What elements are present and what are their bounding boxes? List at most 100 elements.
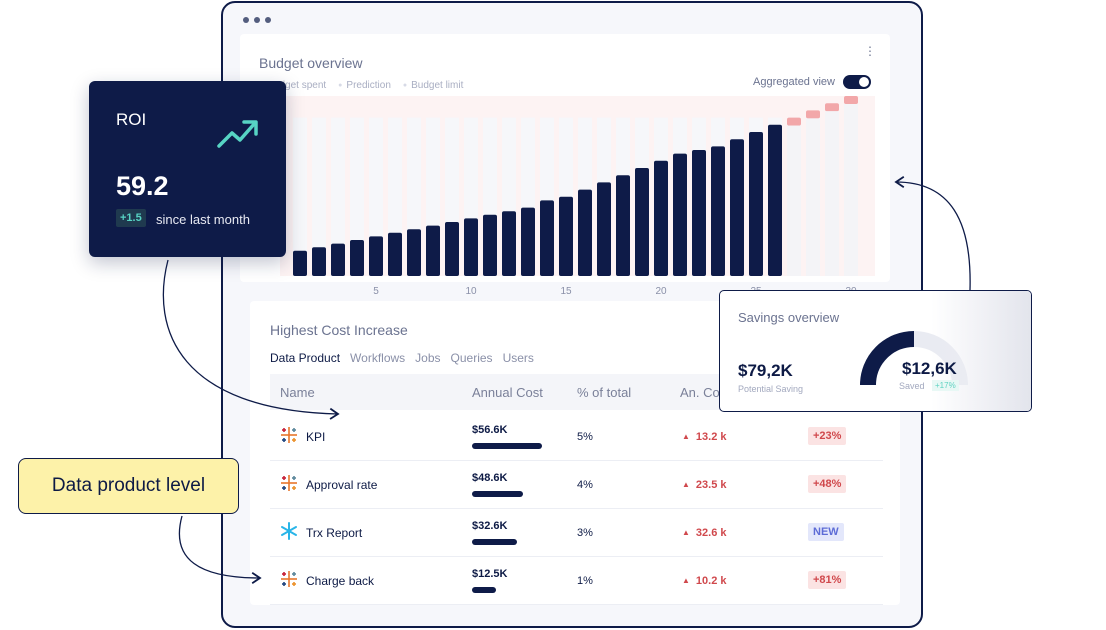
bar-budget-spent bbox=[730, 139, 744, 276]
budget-legend: Budget spent Prediction Budget limit bbox=[259, 80, 463, 91]
saved-delta-badge: +17% bbox=[932, 380, 959, 391]
tableau-icon bbox=[281, 475, 297, 491]
bar-budget-spent bbox=[407, 229, 421, 276]
aggregated-view-label: Aggregated view bbox=[753, 76, 835, 88]
roi-value: 59.2 bbox=[116, 171, 169, 201]
row-cost-change: ▲ 23.5 k bbox=[682, 479, 727, 491]
aggregated-view-toggle[interactable] bbox=[843, 75, 871, 89]
cost-title: Highest Cost Increase bbox=[270, 322, 408, 338]
saved-value: $12,6K bbox=[902, 359, 957, 378]
window-dot[interactable] bbox=[254, 17, 260, 23]
bar-budget-spent bbox=[597, 182, 611, 276]
saved-label: Saved bbox=[899, 381, 925, 391]
header-annual-cost[interactable]: Annual Cost bbox=[472, 385, 543, 400]
bar-budget-spent bbox=[635, 168, 649, 276]
row-name: Charge back bbox=[306, 574, 375, 588]
tab-data-product[interactable]: Data Product bbox=[270, 351, 341, 365]
bar-budget-spent bbox=[445, 222, 459, 276]
row-annual-cost: $12.5K bbox=[472, 568, 508, 580]
bar-budget-spent bbox=[654, 160, 668, 276]
arrow-up-icon: ▲ bbox=[682, 432, 690, 441]
row-cost-change-value: 10.2 k bbox=[695, 575, 727, 587]
table-row[interactable]: KPI $56.6K 5% ▲ 13.2 k +23% bbox=[270, 412, 883, 461]
savings-fade-overlay bbox=[931, 291, 1031, 411]
legend-budget-spent[interactable]: Budget spent bbox=[259, 80, 326, 91]
bar-prediction bbox=[825, 111, 839, 276]
bar-budget-spent bbox=[749, 132, 763, 276]
row-cost-change: ▲ 32.6 k bbox=[682, 527, 727, 539]
bar-prediction-cap bbox=[844, 96, 858, 104]
bar-background bbox=[293, 117, 307, 276]
bar-budget-spent bbox=[464, 218, 478, 276]
tab-jobs[interactable]: Jobs bbox=[415, 351, 441, 365]
row-change-badge: +81% bbox=[808, 571, 847, 589]
row-percent-total: 5% bbox=[577, 431, 593, 443]
row-change-badge: NEW bbox=[808, 523, 844, 541]
snowflake-icon bbox=[281, 522, 297, 540]
savings-overview-card: Savings overview $79,2K Potential Saving… bbox=[719, 290, 1032, 412]
row-name: Approval rate bbox=[306, 478, 378, 492]
row-cost-bar bbox=[472, 587, 496, 593]
bar-budget-spent bbox=[578, 189, 592, 276]
bar-prediction-cap bbox=[825, 103, 839, 112]
row-percent-total: 1% bbox=[577, 575, 593, 587]
cost-tabs: Data Product Workflows Jobs Queries User… bbox=[270, 351, 534, 365]
bar-background bbox=[350, 117, 364, 276]
row-cost-change: ▲ 13.2 k bbox=[682, 431, 727, 443]
table-row[interactable]: Approval rate $48.6K 4% ▲ 23.5 k +48% bbox=[270, 460, 883, 509]
bar-background bbox=[331, 117, 345, 276]
row-annual-cost: $32.6K bbox=[472, 520, 508, 532]
bar-prediction bbox=[844, 104, 858, 276]
bar-budget-spent bbox=[540, 200, 554, 276]
arrow-up-icon: ▲ bbox=[682, 480, 690, 489]
row-cost-bar bbox=[472, 443, 542, 449]
row-cost-bar bbox=[472, 539, 517, 545]
legend-prediction[interactable]: Prediction bbox=[338, 80, 390, 91]
budget-title: Budget overview bbox=[259, 55, 363, 71]
window-dot[interactable] bbox=[265, 17, 271, 23]
more-options-icon[interactable]: ⋮ bbox=[864, 44, 876, 58]
arrow-up-icon: ▲ bbox=[682, 528, 690, 537]
row-cost-change: ▲ 10.2 k bbox=[682, 575, 727, 587]
roi-delta-badge: +1.5 bbox=[116, 209, 146, 227]
row-annual-cost: $48.6K bbox=[472, 472, 508, 484]
x-tick-label: 10 bbox=[465, 286, 477, 297]
row-percent-total: 4% bbox=[577, 479, 593, 491]
bar-budget-spent bbox=[692, 150, 706, 276]
tab-queries[interactable]: Queries bbox=[450, 351, 493, 365]
header-percent-total[interactable]: % of total bbox=[577, 385, 632, 400]
bar-budget-spent bbox=[388, 232, 402, 276]
budget-overview-card: Budget overview Budget spent Prediction … bbox=[240, 34, 890, 297]
bar-budget-spent bbox=[483, 214, 497, 276]
row-name: KPI bbox=[306, 430, 326, 444]
row-name: Trx Report bbox=[306, 526, 363, 540]
roi-since-label: since last month bbox=[156, 212, 250, 227]
table-row[interactable]: Charge back $12.5K 1% ▲ 10.2 k +81% bbox=[270, 556, 883, 605]
arrow-up-icon: ▲ bbox=[682, 576, 690, 585]
bar-budget-spent bbox=[502, 211, 516, 276]
tab-workflows[interactable]: Workflows bbox=[350, 351, 406, 365]
x-tick-label: 20 bbox=[655, 286, 667, 297]
x-tick-label: 5 bbox=[373, 286, 379, 297]
potential-saving-value: $79,2K bbox=[738, 361, 793, 380]
header-name[interactable]: Name bbox=[280, 385, 315, 400]
bar-budget-spent bbox=[331, 243, 345, 276]
bar-budget-spent bbox=[521, 207, 535, 276]
bar-prediction-cap bbox=[787, 117, 801, 126]
bar-budget-spent bbox=[616, 175, 630, 276]
legend-budget-limit[interactable]: Budget limit bbox=[403, 80, 463, 91]
row-annual-cost: $56.6K bbox=[472, 424, 508, 436]
bar-budget-spent bbox=[673, 153, 687, 276]
window-dot[interactable] bbox=[243, 17, 249, 23]
table-row[interactable]: Trx Report $32.6K 3% ▲ 32.6 k NEW bbox=[270, 508, 883, 557]
tab-users[interactable]: Users bbox=[502, 351, 534, 365]
bar-budget-spent bbox=[426, 225, 440, 276]
window-dots bbox=[243, 17, 271, 23]
header-annual-cost-change[interactable]: An. Co bbox=[680, 385, 720, 400]
bar-background bbox=[312, 117, 326, 276]
row-cost-change-value: 23.5 k bbox=[695, 479, 727, 491]
budget-chart: 51015202530 bbox=[280, 96, 875, 297]
bar-prediction bbox=[806, 118, 820, 277]
roi-card: ROI 59.2 +1.5 since last month bbox=[89, 81, 286, 257]
tableau-icon bbox=[281, 427, 297, 443]
